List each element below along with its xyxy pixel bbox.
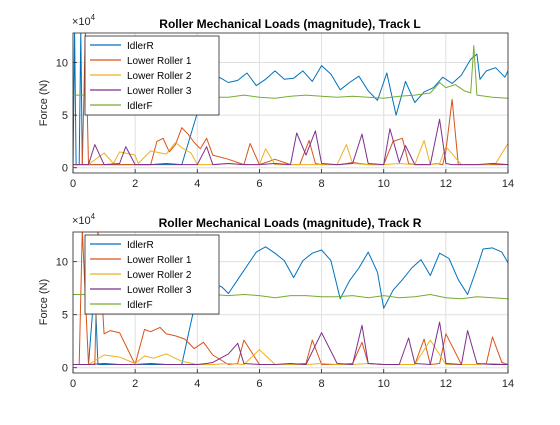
chart-panel-track-r: Roller Mechanical Loads (magnitude), Tra… xyxy=(38,212,514,390)
y-tick-label: 10 xyxy=(56,257,68,269)
chart-panel-track-l: Roller Mechanical Loads (magnitude), Tra… xyxy=(38,13,514,190)
y-multiplier-label: ×104 xyxy=(72,13,96,28)
series-line-lower-roller-3 xyxy=(73,321,508,365)
legend-label: IdlerR xyxy=(127,41,154,52)
legend-label: IdlerF xyxy=(127,300,153,311)
legend: IdlerR Lower Roller 1 Lower Roller 2 Lower … xyxy=(84,35,220,116)
x-tick-label: 6 xyxy=(256,378,262,390)
legend-label: IdlerR xyxy=(127,240,154,251)
series-line-lower-roller-2 xyxy=(73,139,508,166)
legend-label: IdlerF xyxy=(127,101,153,112)
axes-box xyxy=(72,32,509,174)
y-tick-label: 10 xyxy=(56,57,68,69)
chart-title: Roller Mechanical Loads (magnitude), Tra… xyxy=(159,17,420,31)
x-tick-label: 2 xyxy=(132,178,138,190)
y-tick-label: 0 xyxy=(62,163,68,175)
legend-label: Lower Roller 3 xyxy=(127,86,192,97)
x-tick-label: 12 xyxy=(440,378,452,390)
legend-label: Lower Roller 2 xyxy=(127,71,192,82)
x-tick-label: 8 xyxy=(319,378,325,390)
y-tick-label: 5 xyxy=(62,310,68,322)
x-tick-label: 10 xyxy=(378,378,390,390)
x-tick-label: 10 xyxy=(378,178,390,190)
legend-label: Lower Roller 1 xyxy=(127,56,192,67)
y-multiplier-label: ×104 xyxy=(72,212,96,227)
y-axis-label: Force (N) xyxy=(38,279,50,325)
series-line-lower-roller-3 xyxy=(73,118,508,166)
series-group xyxy=(73,232,508,365)
y-tick-label: 0 xyxy=(62,363,68,375)
x-tick-label: 14 xyxy=(502,178,514,190)
x-tick-label: 4 xyxy=(194,178,200,190)
legend-label: Lower Roller 1 xyxy=(127,255,192,266)
legend-label: Lower Roller 3 xyxy=(127,285,192,296)
x-tick-label: 6 xyxy=(256,178,262,190)
legend-label: Lower Roller 2 xyxy=(127,270,192,281)
y-axis-label: Force (N) xyxy=(38,80,50,126)
x-tick-label: 8 xyxy=(319,178,325,190)
x-tick-label: 0 xyxy=(70,378,76,390)
x-tick-label: 12 xyxy=(440,178,452,190)
x-tick-label: 4 xyxy=(194,378,200,390)
x-tick-label: 2 xyxy=(132,378,138,390)
axes-box xyxy=(72,231,509,374)
chart-title: Roller Mechanical Loads (magnitude), Tra… xyxy=(159,216,422,230)
x-tick-label: 0 xyxy=(70,178,76,190)
y-tick-label: 5 xyxy=(62,110,68,122)
x-tick-label: 14 xyxy=(502,378,514,390)
legend: IdlerR Lower Roller 1 Lower Roller 2 Lower … xyxy=(84,234,220,315)
